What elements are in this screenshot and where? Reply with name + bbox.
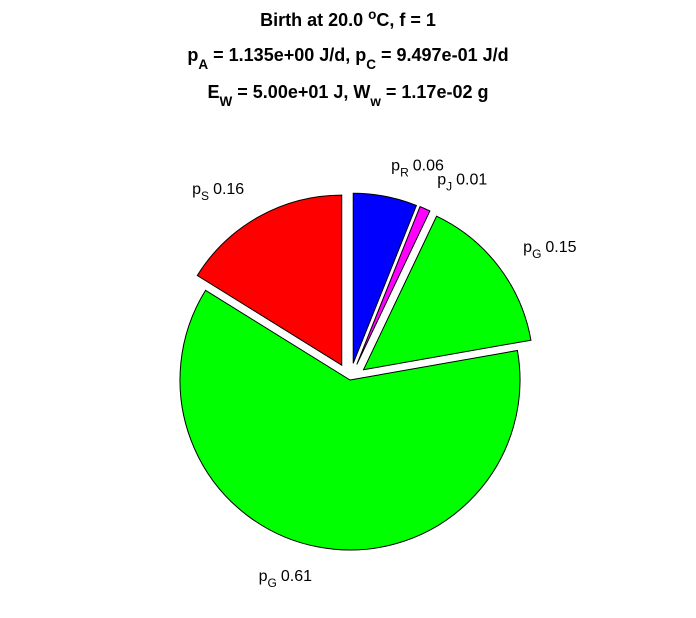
text-segment: J [446, 180, 452, 194]
text-segment: C, f = 1 [376, 10, 436, 30]
slice-label: pG 0.15 [523, 239, 576, 261]
slice-value: 0.06 [413, 158, 444, 175]
slice-label: pG 0.61 [259, 568, 312, 590]
pie-slice [179, 289, 521, 551]
text-segment: = 5.00e+01 J, W [232, 82, 370, 102]
pie-slice [352, 192, 418, 364]
text-segment: W [220, 94, 233, 109]
pie-slice [356, 205, 431, 365]
chart-title: EW = 5.00e+01 J, Ww = 1.17e-02 g [208, 82, 489, 109]
pie-slice [362, 215, 532, 371]
text-segment: E [208, 82, 220, 102]
text-segment: = 9.497e-01 J/d [376, 45, 509, 65]
slice-label: pJ 0.01 [437, 172, 487, 194]
text-segment: o [368, 7, 376, 22]
slice-value: 0.01 [456, 172, 487, 189]
text-segment: p [523, 239, 532, 256]
pie-slice [196, 194, 343, 367]
slice-value: 0.61 [281, 568, 312, 585]
text-segment: R [400, 166, 409, 180]
slice-label: pS 0.16 [192, 181, 244, 203]
chart-title: Birth at 20.0 oC, f = 1 [260, 7, 436, 31]
text-segment: C [366, 57, 376, 72]
text-segment: p [437, 172, 446, 189]
text-segment: p [259, 568, 268, 585]
text-segment: G [532, 247, 541, 261]
text-segment: p [192, 181, 201, 198]
slice-label: pR 0.06 [391, 158, 444, 180]
text-segment: Birth at 20.0 [260, 10, 368, 30]
text-segment: A [198, 57, 208, 72]
slice-value: 0.15 [545, 239, 576, 256]
text-segment: p [187, 45, 198, 65]
text-segment: p [391, 158, 400, 175]
text-segment: S [201, 189, 209, 203]
chart-title: pA = 1.135e+00 J/d, pC = 9.497e-01 J/d [187, 45, 508, 72]
text-segment: = 1.17e-02 g [381, 82, 489, 102]
text-segment: w [369, 94, 381, 109]
text-segment: G [268, 576, 277, 590]
slice-value: 0.16 [213, 181, 244, 198]
text-segment: = 1.135e+00 J/d, p [208, 45, 366, 65]
